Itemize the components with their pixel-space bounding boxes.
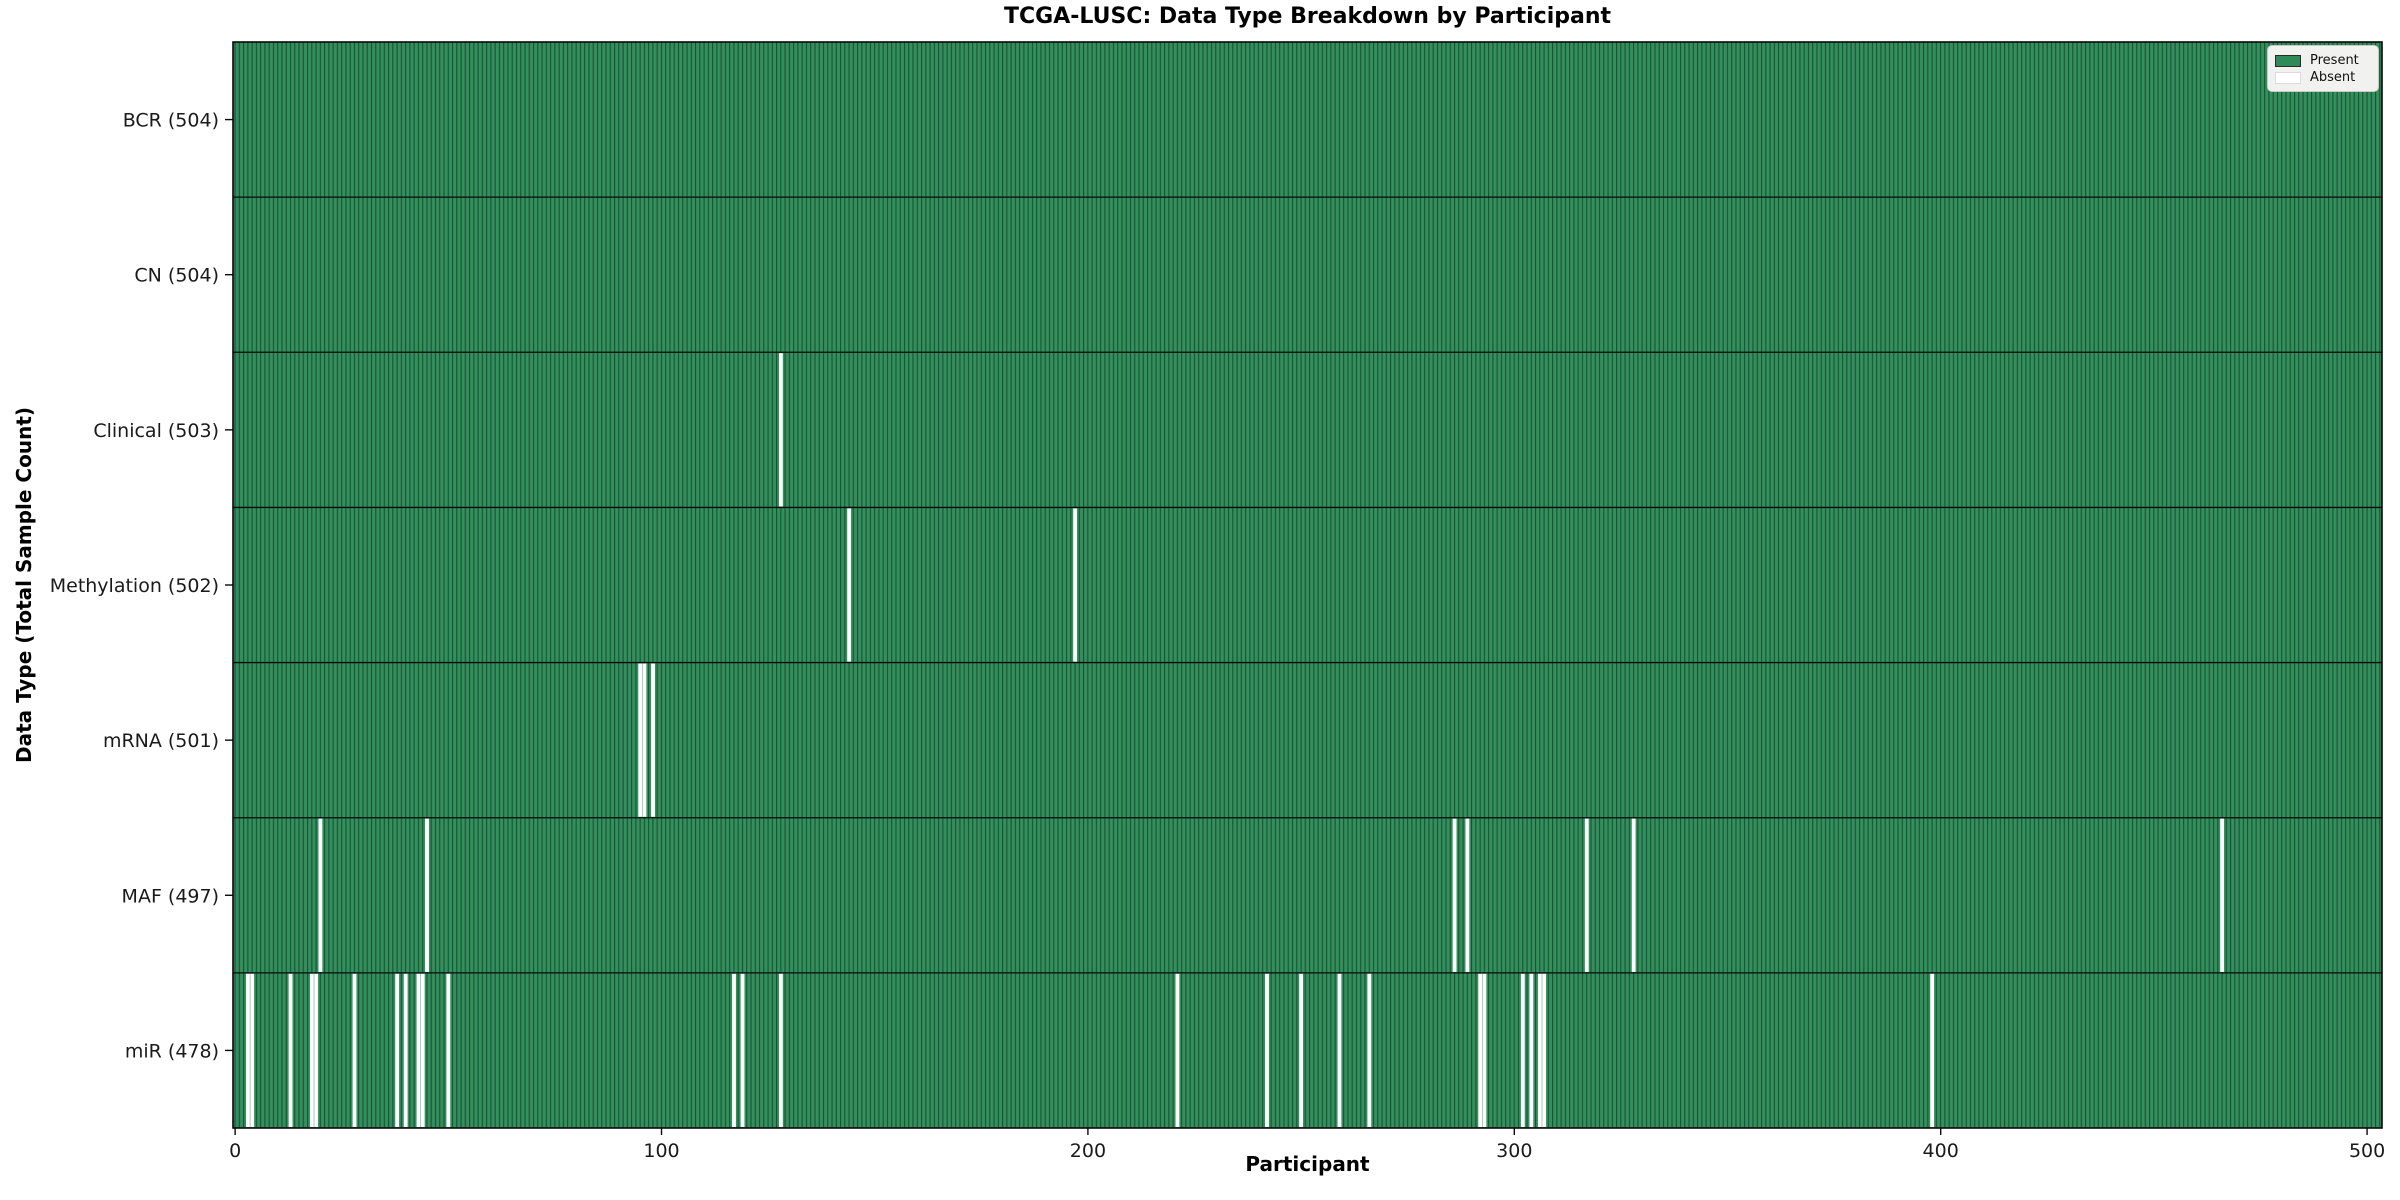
absent-stripe (638, 663, 643, 817)
absent-stripe (446, 973, 451, 1128)
legend-label-absent: Absent (2310, 70, 2356, 85)
absent-stripe (1337, 973, 1342, 1128)
legend-item-present: Present (2275, 53, 2371, 68)
absent-stripe (1073, 508, 1078, 662)
present-swatch-icon (2275, 54, 2301, 67)
absent-stripe (395, 973, 400, 1128)
absent-stripe (1175, 973, 1180, 1128)
absent-stripe (1537, 973, 1542, 1128)
absent-stripe (1478, 973, 1483, 1128)
absent-stripe (1584, 818, 1589, 972)
x-tick-label: 100 (643, 1140, 679, 1162)
x-axis-label: Participant (1245, 1152, 1370, 1176)
absent-stripe (1631, 818, 1636, 972)
x-tick-label: 300 (1496, 1140, 1532, 1162)
absent-stripe (2220, 818, 2225, 972)
x-tick-label: 400 (1923, 1140, 1959, 1162)
absent-stripe (1930, 973, 1935, 1128)
absent-stripe (309, 973, 314, 1128)
y-tick-label: BCR (504) (123, 110, 219, 132)
absent-stripe (732, 973, 736, 1128)
absent-stripe (403, 973, 408, 1128)
absent-stripe (740, 973, 745, 1128)
absent-swatch-icon (2275, 71, 2301, 84)
absent-stripe (318, 818, 323, 972)
absent-stripe (250, 973, 255, 1128)
absent-stripe (1367, 973, 1372, 1128)
absent-stripe (1299, 973, 1304, 1128)
absent-stripe (778, 973, 783, 1128)
absent-stripe (1529, 973, 1534, 1128)
y-tick-label: miR (478) (125, 1040, 219, 1062)
y-tick-label: CN (504) (134, 265, 219, 287)
x-tick-label: 200 (1070, 1140, 1106, 1162)
absent-stripe (847, 508, 852, 662)
absent-stripe (314, 973, 319, 1128)
legend: Present Absent (2267, 45, 2379, 92)
x-tick-label: 0 (229, 1140, 241, 1162)
chart-title: TCGA-LUSC: Data Type Breakdown by Partic… (1003, 4, 1612, 29)
absent-stripe (778, 353, 783, 507)
legend-item-absent: Absent (2275, 70, 2371, 85)
absent-stripe (1465, 818, 1470, 972)
legend-label-present: Present (2310, 53, 2359, 68)
absent-stripe (416, 973, 421, 1128)
absent-stripe (1265, 973, 1269, 1128)
absent-stripe (651, 663, 655, 817)
absent-stripe (642, 663, 647, 817)
absent-stripe (425, 818, 429, 972)
absent-stripe (352, 973, 357, 1128)
present-field (233, 42, 2382, 1128)
x-tick-label: 500 (2349, 1140, 2385, 1162)
y-axis-label: Data Type (Total Sample Count) (12, 406, 36, 764)
y-tick-label: Clinical (503) (93, 420, 219, 442)
absent-stripe (1520, 973, 1525, 1128)
absent-stripe (246, 973, 250, 1128)
absent-stripe (1452, 818, 1457, 972)
y-tick-label: mRNA (501) (103, 730, 219, 752)
absent-stripe (1482, 973, 1487, 1128)
y-tick-label: MAF (497) (122, 885, 219, 907)
absent-stripe (1542, 973, 1547, 1128)
absent-stripe (288, 973, 293, 1128)
absent-stripe (420, 973, 425, 1128)
y-tick-label: Methylation (502) (50, 575, 219, 597)
